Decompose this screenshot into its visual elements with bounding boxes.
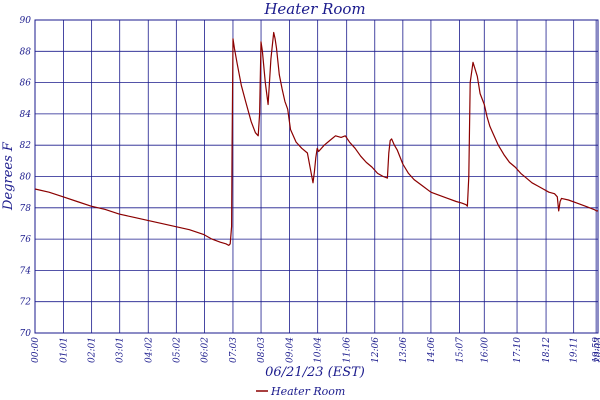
y-tick-label: 80 <box>20 173 32 183</box>
chart-title: Heater Room <box>263 0 365 18</box>
x-tick-label: 05:02 <box>172 337 182 363</box>
x-tick-label: 20:03 <box>594 337 600 364</box>
legend-label: Heater Room <box>270 385 345 398</box>
y-tick-label: 86 <box>20 79 32 89</box>
x-tick-label: 11:06 <box>343 337 353 363</box>
grid <box>34 19 599 334</box>
x-tick-labels: 00:00 01:01 02:01 03:01 04:02 05:02 06:02 07:03… <box>31 337 600 364</box>
x-tick-label: 13:06 <box>399 337 409 363</box>
y-tick-label: 74 <box>20 266 32 276</box>
x-tick-label: 01:01 <box>60 337 70 363</box>
x-tick-label: 00:00 <box>31 337 41 363</box>
series-line-heater-room <box>34 31 598 246</box>
x-tick-label: 15:07 <box>455 337 465 363</box>
x-tick-label: 16:00 <box>480 337 490 363</box>
series <box>34 31 598 246</box>
y-tick-label: 84 <box>20 110 32 120</box>
y-tick-label: 88 <box>20 47 32 57</box>
y-tick-label: 70 <box>20 329 32 339</box>
x-axis-label: 06/21/23 (EST) <box>265 365 365 380</box>
x-tick-label: 19:11 <box>570 337 580 363</box>
y-tick-label: 82 <box>20 141 32 151</box>
x-tick-label: 12:06 <box>371 337 381 363</box>
x-tick-label: 08:03 <box>257 337 267 363</box>
y-tick-label: 78 <box>20 204 32 214</box>
x-tick-label: 10:04 <box>314 337 324 363</box>
x-tick-label: 18:12 <box>542 337 552 363</box>
x-tick-label: 19:59 <box>592 337 600 363</box>
x-tick-label: 07:03 <box>229 337 239 363</box>
y-axis-label: Degrees F <box>1 141 16 211</box>
x-tick-label: 09:04 <box>286 337 296 363</box>
x-tick-label: 04:02 <box>144 337 154 363</box>
y-tick-label: 72 <box>20 298 32 308</box>
x-tick-label: 17:10 <box>513 337 523 363</box>
y-tick-labels: 70 72 74 76 78 80 82 84 86 88 90 <box>20 16 32 339</box>
y-tick-label: 76 <box>20 235 32 245</box>
x-tick-label: 06:02 <box>200 337 210 363</box>
x-tick-label: 14:06 <box>427 337 437 363</box>
y-tick-label: 90 <box>20 16 32 26</box>
x-tick-label: 03:01 <box>116 337 126 363</box>
x-tick-label: 02:01 <box>88 337 98 363</box>
legend: Heater Room <box>256 385 345 398</box>
